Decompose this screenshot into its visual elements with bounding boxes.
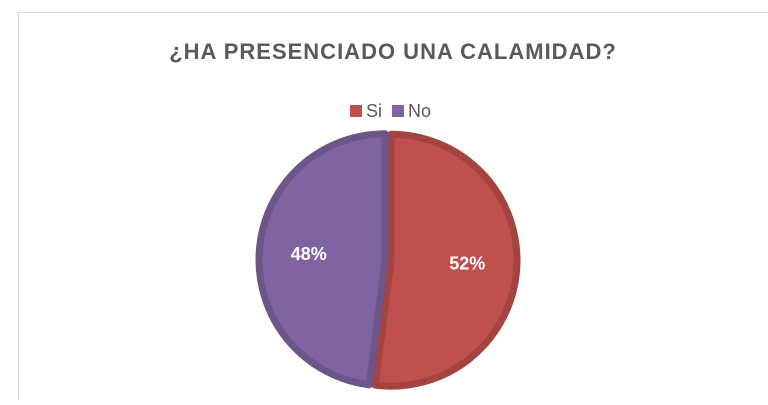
legend-label: Si xyxy=(366,101,382,121)
pie: 52% 48% xyxy=(259,134,517,386)
legend-label: No xyxy=(408,101,431,121)
chart-title: ¿HA PRESENCIADO UNA CALAMIDAD? xyxy=(169,39,617,64)
data-label: 48% xyxy=(291,244,327,264)
legend-swatch xyxy=(392,105,404,117)
data-label: 52% xyxy=(449,254,485,274)
legend-swatch xyxy=(350,105,362,117)
